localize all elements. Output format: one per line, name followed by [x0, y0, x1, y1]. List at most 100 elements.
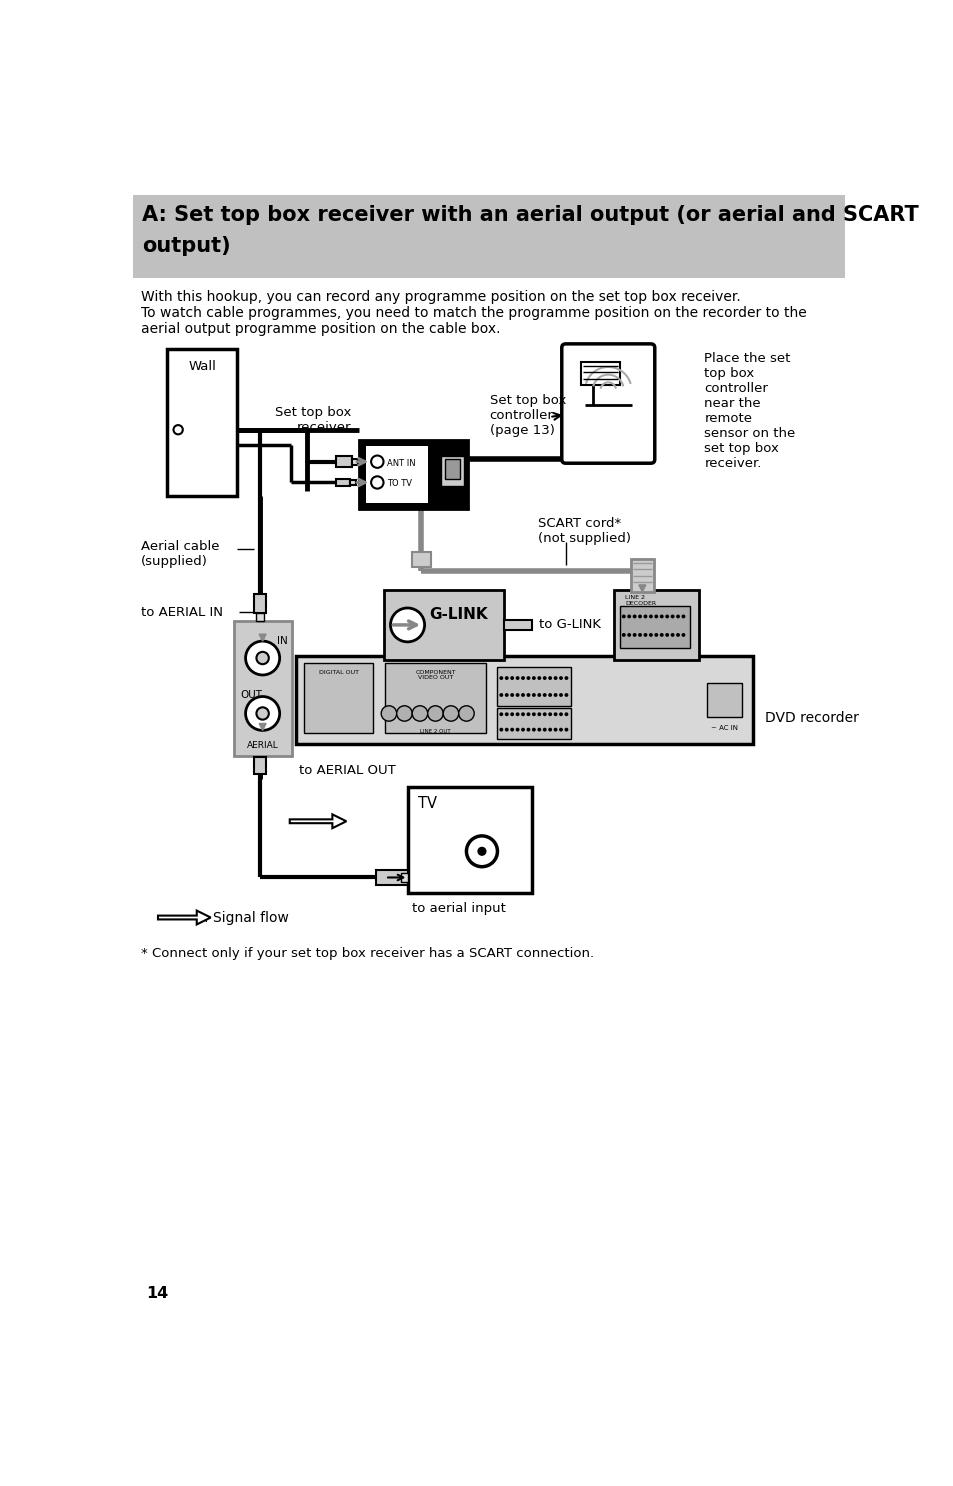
Circle shape — [498, 676, 503, 681]
Circle shape — [621, 615, 625, 618]
Text: 14: 14 — [146, 1285, 169, 1300]
Circle shape — [516, 728, 519, 731]
FancyBboxPatch shape — [561, 343, 654, 464]
Circle shape — [537, 676, 540, 681]
Bar — [630, 559, 654, 591]
Text: SCART cord*
(not supplied): SCART cord* (not supplied) — [537, 517, 630, 545]
Bar — [400, 872, 408, 883]
Circle shape — [526, 712, 530, 716]
Circle shape — [537, 692, 540, 697]
Circle shape — [498, 712, 503, 716]
Circle shape — [516, 692, 519, 697]
Bar — [497, 709, 571, 739]
Circle shape — [553, 728, 557, 731]
Circle shape — [504, 692, 508, 697]
Circle shape — [516, 676, 519, 681]
Bar — [253, 594, 266, 614]
Circle shape — [537, 728, 540, 731]
Bar — [233, 621, 292, 756]
FancyArrow shape — [158, 911, 211, 924]
Circle shape — [520, 728, 524, 731]
Bar — [706, 682, 740, 718]
Circle shape — [643, 633, 647, 637]
Circle shape — [510, 728, 514, 731]
Polygon shape — [642, 614, 649, 621]
Circle shape — [659, 615, 663, 618]
Circle shape — [520, 692, 524, 697]
Text: ANT IN: ANT IN — [387, 459, 416, 468]
Bar — [335, 478, 350, 486]
Circle shape — [458, 706, 474, 721]
Circle shape — [371, 456, 383, 468]
Bar — [385, 663, 485, 733]
Circle shape — [632, 615, 636, 618]
Circle shape — [564, 728, 568, 731]
Circle shape — [558, 676, 562, 681]
Circle shape — [564, 712, 568, 716]
Bar — [359, 440, 468, 510]
Polygon shape — [639, 585, 645, 591]
Bar — [497, 667, 571, 706]
Polygon shape — [259, 635, 266, 640]
Circle shape — [510, 712, 514, 716]
Text: DVD recorder: DVD recorder — [764, 710, 858, 725]
Circle shape — [532, 728, 536, 731]
Circle shape — [558, 712, 562, 716]
Polygon shape — [259, 724, 266, 731]
Bar — [256, 614, 264, 621]
Circle shape — [548, 676, 552, 681]
Circle shape — [648, 615, 652, 618]
Text: TO TV: TO TV — [387, 480, 412, 489]
Text: to AERIAL IN: to AERIAL IN — [141, 606, 223, 620]
Circle shape — [664, 633, 668, 637]
Circle shape — [648, 633, 652, 637]
Bar — [504, 620, 531, 630]
Circle shape — [654, 633, 658, 637]
Text: DIGITAL OUT: DIGITAL OUT — [318, 670, 358, 675]
Circle shape — [526, 676, 530, 681]
Bar — [412, 551, 431, 568]
Text: to aerial input: to aerial input — [412, 902, 505, 915]
Circle shape — [443, 706, 458, 721]
Circle shape — [670, 633, 674, 637]
Circle shape — [627, 633, 631, 637]
Bar — [375, 869, 408, 886]
Circle shape — [542, 692, 546, 697]
Circle shape — [526, 728, 530, 731]
Text: COMPONENT
VIDEO OUT: COMPONENT VIDEO OUT — [415, 670, 456, 681]
Circle shape — [676, 615, 679, 618]
Circle shape — [548, 728, 552, 731]
Circle shape — [520, 676, 524, 681]
FancyArrow shape — [290, 814, 346, 828]
Circle shape — [548, 712, 552, 716]
Text: to G-LINK: to G-LINK — [538, 618, 600, 632]
Circle shape — [381, 706, 396, 721]
Circle shape — [532, 712, 536, 716]
Text: * Connect only if your set top box receiver has a SCART connection.: * Connect only if your set top box recei… — [141, 947, 594, 960]
Circle shape — [256, 707, 269, 719]
Circle shape — [537, 712, 540, 716]
Text: Aerial cable
(supplied): Aerial cable (supplied) — [141, 541, 219, 568]
Circle shape — [670, 615, 674, 618]
Bar — [384, 590, 504, 660]
Circle shape — [173, 425, 183, 434]
Circle shape — [466, 837, 497, 866]
Text: : Signal flow: : Signal flow — [204, 911, 289, 924]
Circle shape — [558, 692, 562, 697]
Circle shape — [676, 633, 679, 637]
Circle shape — [532, 692, 536, 697]
Circle shape — [427, 706, 443, 721]
Circle shape — [638, 633, 641, 637]
Text: to AERIAL OUT: to AERIAL OUT — [298, 764, 395, 777]
Circle shape — [553, 676, 557, 681]
Circle shape — [680, 615, 684, 618]
Circle shape — [542, 712, 546, 716]
Circle shape — [498, 728, 503, 731]
Circle shape — [510, 692, 514, 697]
Circle shape — [510, 676, 514, 681]
Circle shape — [245, 640, 279, 675]
Circle shape — [654, 615, 658, 618]
Circle shape — [542, 728, 546, 731]
Circle shape — [520, 712, 524, 716]
Bar — [440, 456, 464, 486]
